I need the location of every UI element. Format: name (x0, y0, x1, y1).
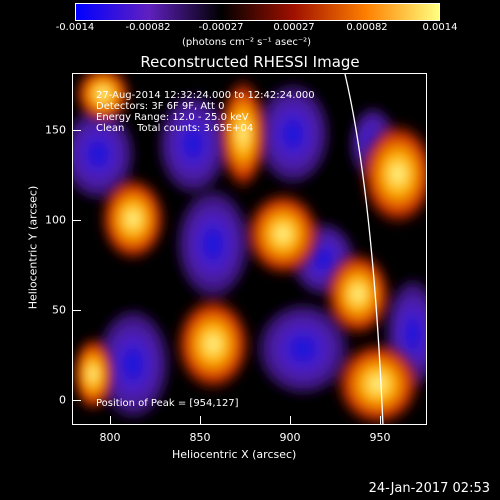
image-field (73, 74, 426, 424)
info-detectors: Detectors: 3F 6F 9F, Att 0 (96, 101, 225, 112)
info-peak: Position of Peak = [954,127] (96, 398, 239, 409)
colorbar (75, 3, 440, 21)
colorbar-tick: 0.0014 (422, 22, 458, 33)
x-tick-label: 900 (279, 431, 301, 444)
x-tick-label: 800 (99, 431, 121, 444)
timestamp: 24-Jan-2017 02:53 (368, 481, 490, 496)
y-axis-label: Heliocentric Y (arcsec) (26, 185, 40, 310)
x-tick-label: 950 (369, 431, 391, 444)
x-axis-label: Heliocentric X (arcsec) (172, 448, 297, 461)
solar-limb (344, 74, 384, 424)
x-tick-label: 850 (189, 431, 211, 444)
y-tick-label: 150 (45, 123, 66, 137)
colorbar-tick: -0.0014 (55, 22, 95, 33)
info-counts: Clean Total counts: 3.65E+04 (96, 123, 254, 134)
colorbar-tick: -0.00082 (125, 22, 171, 33)
info-time: 27-Aug-2014 12:32:24.000 to 12:42:24.000 (96, 90, 315, 101)
plot-title: Reconstructed RHESSI Image (140, 53, 360, 71)
colorbar-tick: 0.00027 (273, 22, 315, 33)
y-tick-label: 100 (45, 213, 66, 227)
colorbar-tick: -0.00027 (198, 22, 244, 33)
info-energy: Energy Range: 12.0 - 25.0 keV (96, 112, 249, 123)
y-tick-label: 50 (52, 303, 66, 317)
colorbar-units: (photons cm⁻² s⁻¹ asec⁻²) (182, 37, 312, 48)
y-tick-label: 0 (59, 393, 66, 407)
rhessi-image: 27-Aug-2014 12:32:24.000 to 12:42:24.000… (72, 73, 427, 425)
colorbar-tick: 0.00082 (346, 22, 388, 33)
